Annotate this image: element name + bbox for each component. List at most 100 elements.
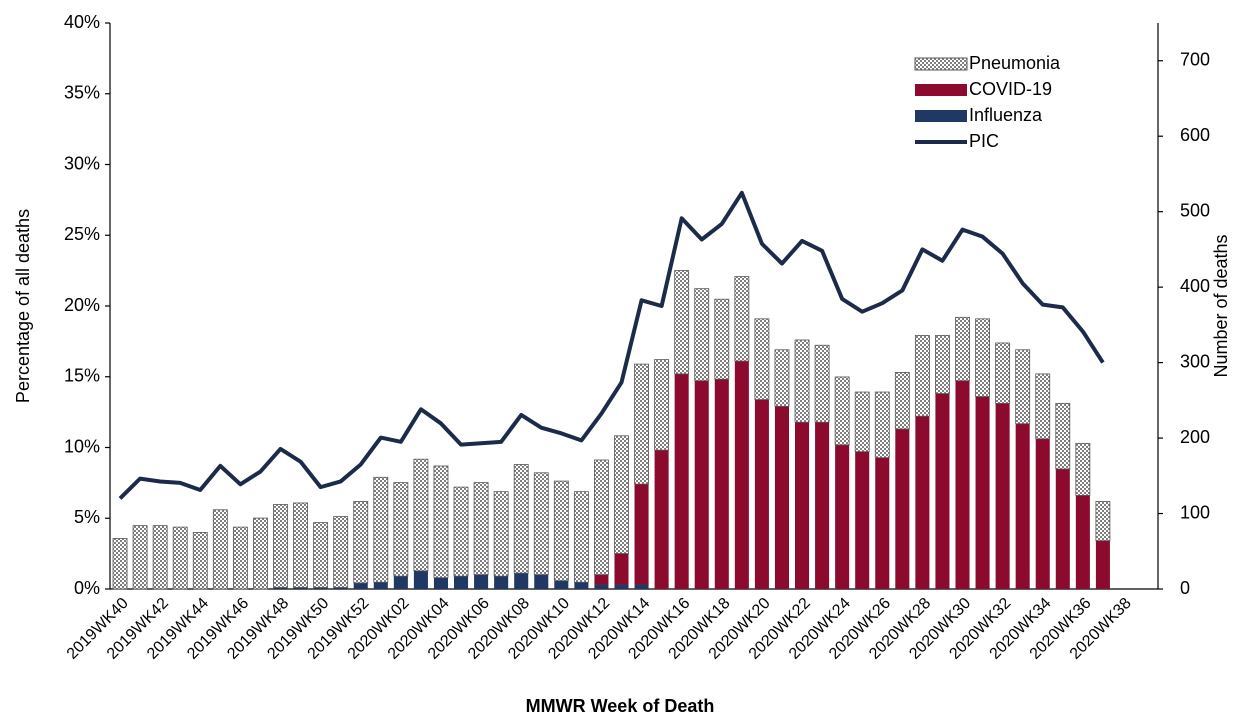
bar bbox=[774, 349, 790, 407]
y-tick-label: 15% bbox=[64, 366, 100, 386]
legend-label: PIC bbox=[969, 131, 999, 151]
bar bbox=[874, 391, 890, 459]
bar bbox=[834, 376, 850, 446]
bar bbox=[774, 406, 789, 589]
bar bbox=[574, 582, 589, 589]
bar bbox=[573, 491, 589, 583]
bar bbox=[814, 344, 830, 423]
bar bbox=[654, 359, 670, 451]
y2-tick-label: 700 bbox=[1180, 49, 1210, 69]
bar bbox=[935, 393, 950, 589]
bar bbox=[714, 379, 729, 589]
legend-label: Pneumonia bbox=[969, 53, 1061, 73]
bar bbox=[132, 525, 148, 590]
y-tick-label: 10% bbox=[64, 436, 100, 456]
y-tick-label: 20% bbox=[64, 295, 100, 315]
bar bbox=[894, 372, 910, 430]
bar bbox=[373, 476, 389, 583]
legend-swatch bbox=[914, 57, 968, 71]
bar bbox=[313, 587, 328, 589]
bar bbox=[112, 538, 128, 590]
bar bbox=[533, 472, 549, 576]
bar bbox=[333, 516, 349, 588]
bar bbox=[313, 522, 329, 588]
y2-tick-label: 0 bbox=[1180, 578, 1190, 598]
bar bbox=[172, 526, 188, 590]
bar bbox=[393, 576, 408, 589]
bar bbox=[975, 318, 990, 397]
line bbox=[118, 190, 1105, 500]
bar bbox=[754, 399, 769, 589]
legend-label: COVID-19 bbox=[969, 79, 1052, 99]
y-tick-label: 0% bbox=[74, 578, 100, 598]
bar bbox=[393, 482, 409, 577]
bar bbox=[674, 373, 689, 589]
y2-tick-label: 600 bbox=[1180, 125, 1210, 145]
y-axis-title: Percentage of all deaths bbox=[13, 209, 33, 403]
bar bbox=[1035, 373, 1051, 440]
bar bbox=[554, 580, 569, 589]
bar bbox=[594, 459, 609, 576]
bar bbox=[493, 491, 509, 577]
bar bbox=[895, 429, 910, 589]
y2-tick-label: 100 bbox=[1180, 502, 1210, 522]
bar bbox=[634, 584, 649, 589]
legend-swatch bbox=[915, 84, 967, 96]
bar bbox=[1015, 423, 1030, 589]
bar bbox=[594, 574, 609, 585]
bar bbox=[875, 457, 890, 589]
bar bbox=[915, 416, 930, 589]
bar bbox=[453, 486, 469, 577]
legend-swatch bbox=[915, 110, 967, 122]
bar bbox=[855, 451, 870, 589]
bar bbox=[674, 270, 690, 375]
bar bbox=[514, 573, 529, 589]
bar bbox=[1075, 495, 1090, 589]
bar bbox=[654, 450, 669, 589]
bar bbox=[212, 509, 228, 590]
bar bbox=[474, 574, 489, 589]
bar bbox=[473, 482, 489, 576]
bar bbox=[273, 504, 288, 588]
bar bbox=[513, 464, 529, 574]
bar bbox=[955, 380, 970, 589]
y-tick-label: 30% bbox=[64, 153, 100, 173]
bar bbox=[634, 363, 649, 485]
bar bbox=[1055, 402, 1071, 470]
bar bbox=[413, 458, 429, 572]
bar bbox=[955, 316, 970, 382]
y2-axis-title: Number of deaths bbox=[1211, 234, 1231, 377]
bar bbox=[433, 577, 448, 589]
bar bbox=[353, 501, 369, 584]
bar bbox=[273, 587, 288, 589]
bar bbox=[433, 465, 449, 579]
y-tick-label: 5% bbox=[74, 507, 100, 527]
bar bbox=[995, 342, 1011, 404]
bar bbox=[1095, 501, 1111, 542]
bar bbox=[694, 380, 709, 589]
y2-tick-label: 400 bbox=[1180, 276, 1210, 296]
bar bbox=[815, 422, 830, 589]
bar bbox=[192, 532, 208, 590]
bar bbox=[293, 502, 308, 588]
bar bbox=[614, 584, 629, 589]
bar bbox=[754, 318, 770, 400]
bar bbox=[494, 576, 509, 589]
bar bbox=[413, 570, 428, 589]
bar bbox=[1055, 469, 1070, 589]
bar bbox=[353, 582, 368, 589]
y2-tick-label: 200 bbox=[1180, 427, 1210, 447]
y2-tick-label: 300 bbox=[1180, 351, 1210, 371]
bar bbox=[1035, 438, 1050, 589]
y-tick-label: 35% bbox=[64, 83, 100, 103]
bar bbox=[794, 339, 810, 423]
bar bbox=[714, 298, 730, 380]
bar bbox=[1075, 442, 1091, 496]
bar bbox=[634, 484, 649, 585]
bar bbox=[553, 480, 569, 582]
bar bbox=[454, 576, 469, 589]
bar bbox=[935, 335, 950, 394]
bar bbox=[594, 584, 609, 589]
y-tick-label: 25% bbox=[64, 224, 100, 244]
